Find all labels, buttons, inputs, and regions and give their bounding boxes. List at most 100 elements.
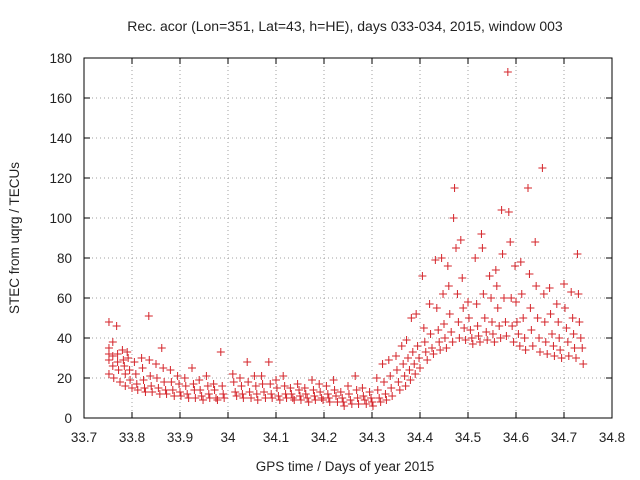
data-point — [132, 380, 141, 388]
data-point — [413, 342, 422, 350]
data-point — [495, 322, 504, 330]
data-point — [362, 400, 371, 408]
x-tick-label: 34.7 — [551, 430, 577, 445]
data-point — [509, 338, 518, 346]
data-point — [280, 382, 289, 390]
x-tick-label: 34.4 — [407, 430, 434, 445]
data-point — [261, 394, 270, 402]
data-point — [395, 386, 404, 394]
data-point — [267, 390, 276, 398]
data-point — [155, 390, 164, 398]
data-point — [112, 322, 121, 330]
y-tick-label: 140 — [49, 131, 72, 146]
data-point — [123, 348, 132, 356]
data-point — [236, 374, 244, 382]
data-point — [488, 318, 496, 326]
data-point — [560, 280, 568, 288]
data-point — [113, 350, 122, 358]
data-point — [167, 378, 176, 386]
data-point — [365, 388, 374, 396]
data-point — [120, 362, 129, 370]
data-point — [330, 386, 339, 394]
data-point — [502, 332, 511, 340]
data-point — [359, 392, 368, 400]
data-point — [152, 360, 160, 368]
data-point — [344, 390, 353, 398]
data-point — [317, 394, 326, 402]
data-point — [426, 330, 435, 338]
data-point — [447, 328, 456, 336]
y-tick-label: 180 — [49, 51, 72, 66]
data-point — [562, 324, 571, 332]
gridlines — [84, 58, 612, 418]
data-point — [541, 338, 550, 346]
data-point — [504, 208, 513, 216]
data-point — [543, 350, 552, 358]
data-point — [491, 266, 500, 274]
data-point — [354, 400, 363, 408]
data-point — [550, 352, 559, 360]
data-point — [525, 270, 534, 278]
data-point — [455, 334, 464, 342]
data-point — [411, 370, 420, 378]
data-point — [212, 394, 220, 402]
data-point — [176, 392, 185, 400]
data-point — [459, 304, 468, 312]
data-point — [410, 360, 419, 368]
data-point — [386, 372, 395, 380]
data-point — [437, 254, 446, 262]
data-point — [397, 342, 406, 350]
data-point — [423, 356, 432, 364]
data-point — [552, 300, 561, 308]
data-point — [394, 378, 403, 386]
data-point — [229, 378, 238, 386]
data-point — [367, 394, 376, 402]
data-point — [175, 380, 184, 388]
data-point — [196, 386, 205, 394]
data-point — [145, 356, 154, 364]
data-point — [336, 388, 345, 396]
data-point — [287, 390, 296, 398]
data-point — [381, 390, 390, 398]
data-point — [252, 390, 261, 398]
data-point — [140, 384, 149, 392]
data-point — [180, 374, 189, 382]
data-point — [535, 334, 544, 342]
data-point — [218, 382, 227, 390]
y-tick-label: 0 — [64, 411, 72, 426]
data-point — [116, 378, 124, 386]
data-point — [310, 392, 319, 400]
data-point — [346, 396, 355, 404]
data-point — [219, 390, 228, 398]
data-point — [404, 354, 412, 362]
y-axis-label: STEC from uqrg / TECUs — [7, 162, 22, 314]
data-point — [487, 294, 496, 302]
data-point — [279, 372, 288, 380]
data-point — [406, 376, 415, 384]
x-tick-label: 33.9 — [167, 430, 193, 445]
data-point — [272, 384, 281, 392]
data-point — [340, 402, 349, 410]
data-point — [493, 304, 502, 312]
y-tick-label: 40 — [57, 331, 72, 346]
data-point — [384, 356, 393, 364]
data-point — [420, 338, 429, 346]
data-point — [439, 290, 448, 298]
data-point — [184, 394, 193, 402]
data-point — [405, 366, 414, 374]
data-point — [121, 370, 130, 378]
chart-title: Rec. acor (Lon=351, Lat=43, h=HE), days … — [127, 18, 563, 34]
y-tick-label: 160 — [49, 91, 72, 106]
data-point — [467, 334, 476, 342]
data-point — [243, 358, 252, 366]
data-point — [450, 184, 459, 192]
data-point — [232, 392, 241, 400]
data-point — [526, 304, 535, 312]
data-point — [108, 362, 117, 370]
data-point — [497, 206, 506, 214]
data-point — [425, 300, 434, 308]
data-point — [199, 396, 208, 404]
data-point — [360, 396, 369, 404]
data-point — [392, 366, 401, 374]
